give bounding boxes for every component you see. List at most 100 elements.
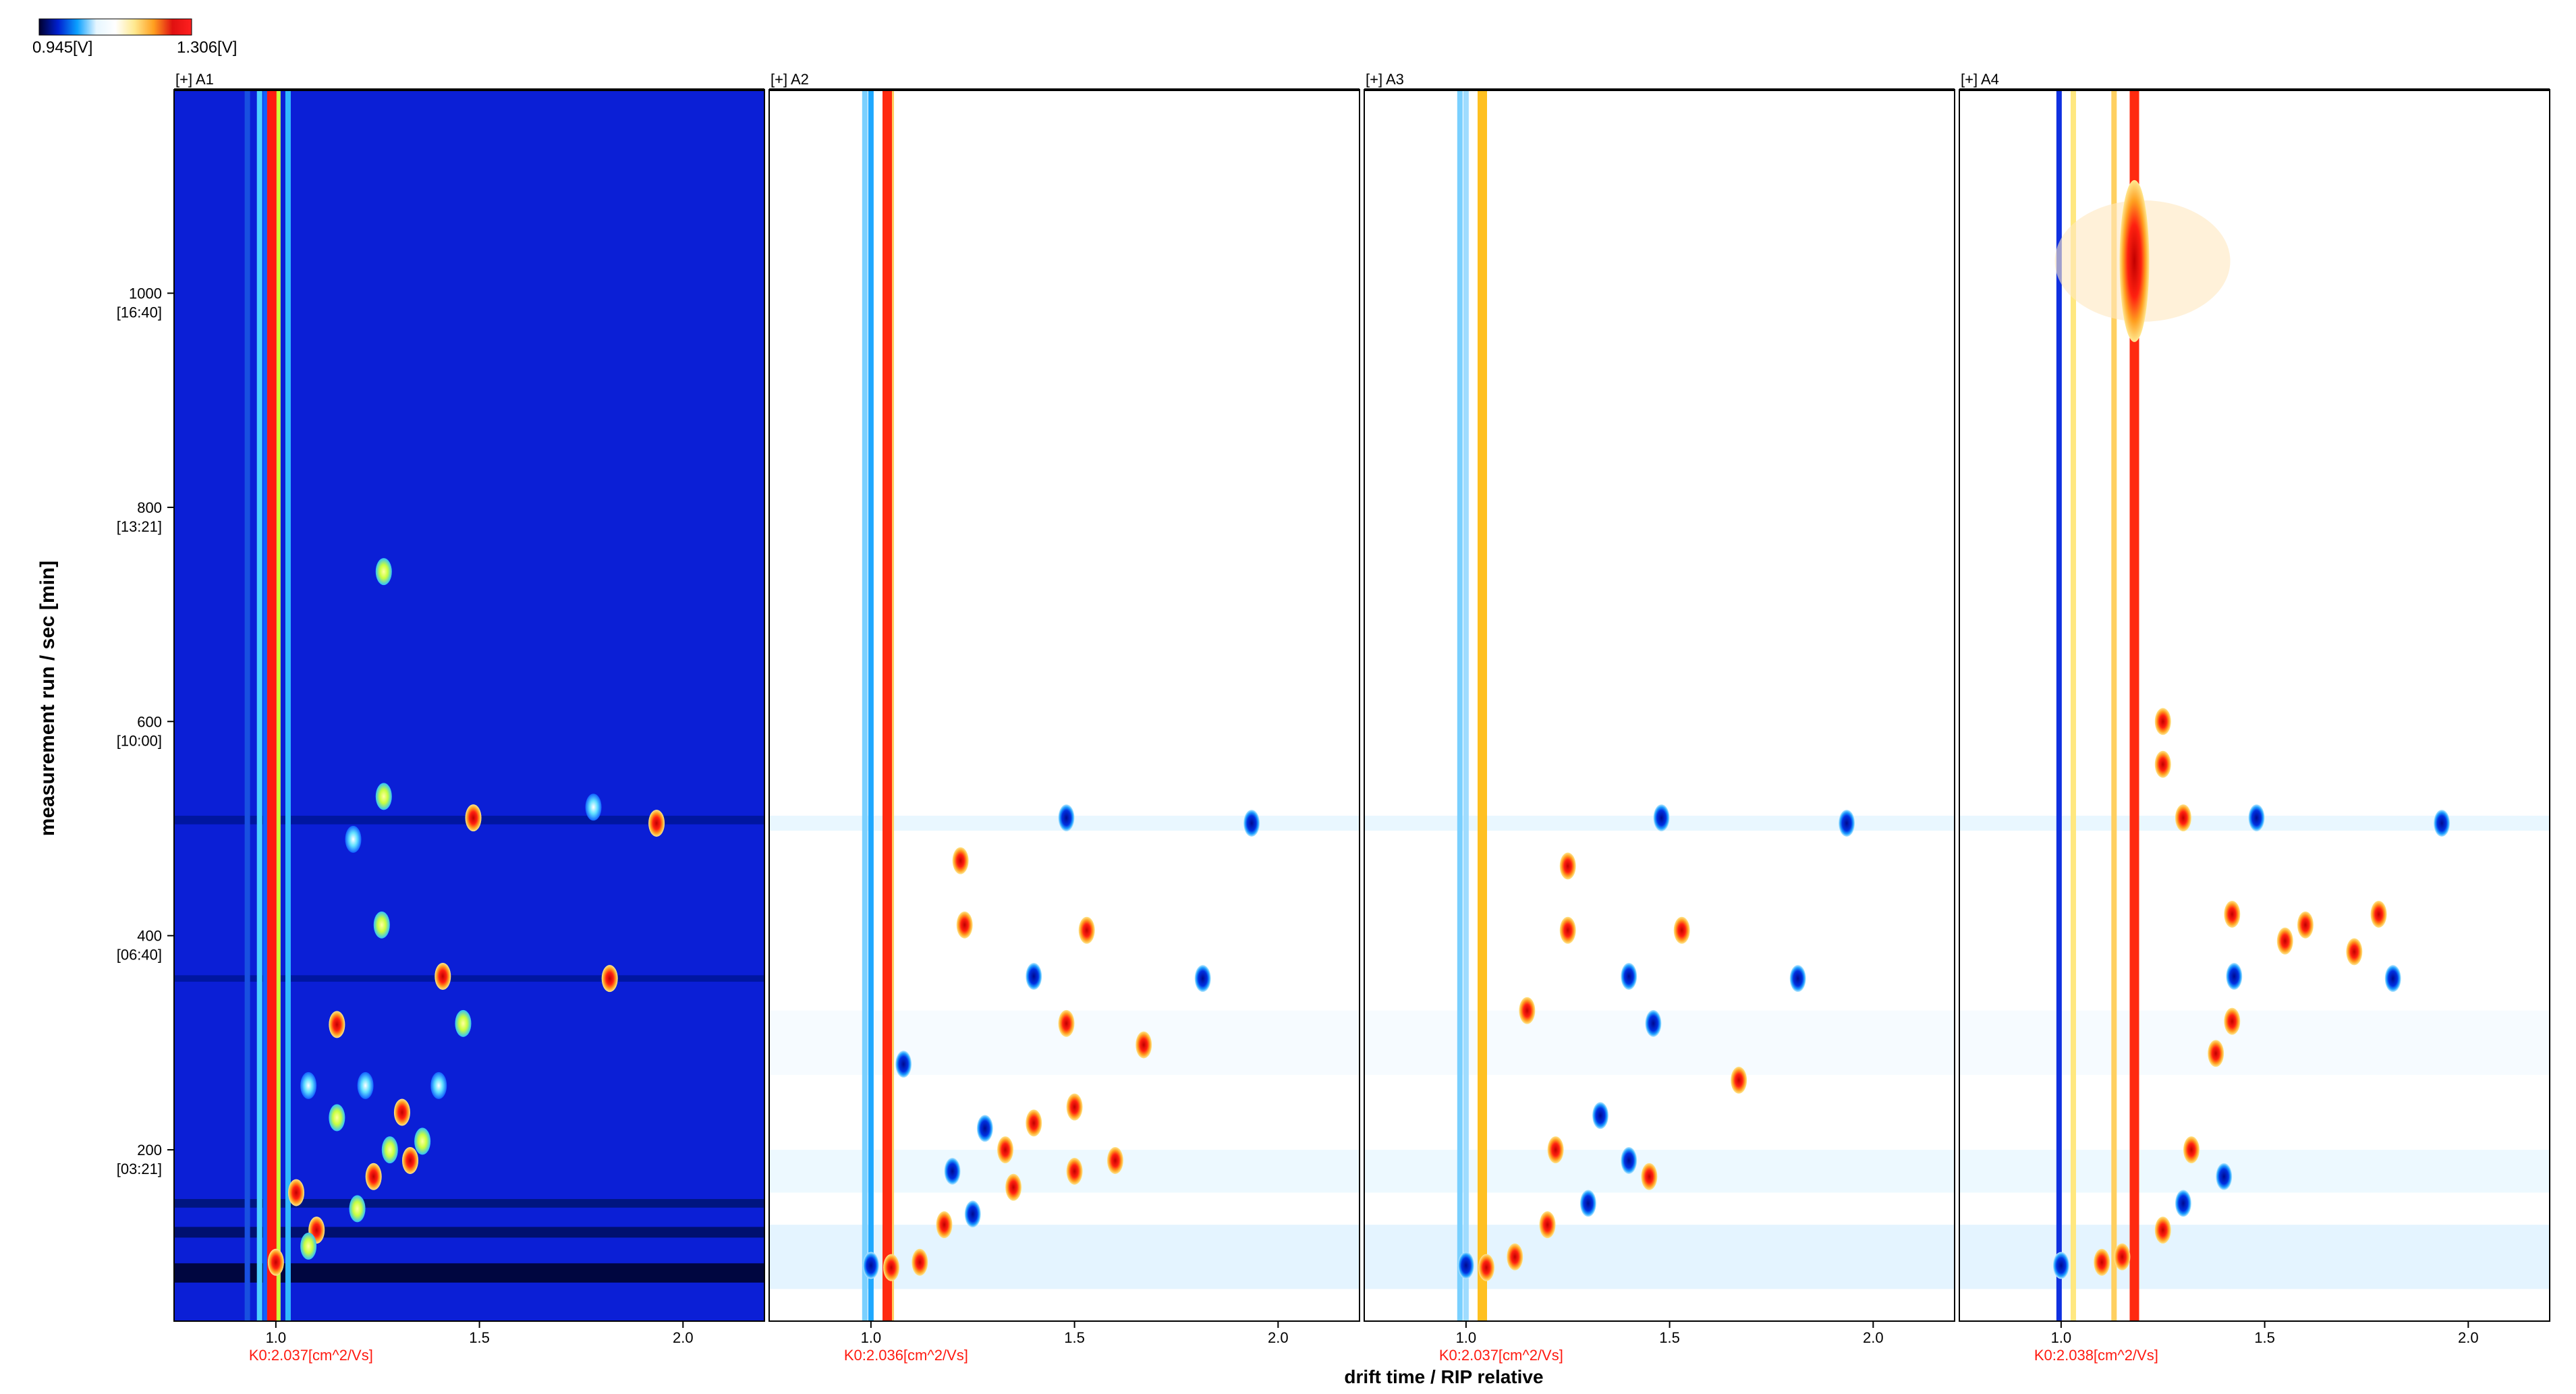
rip-line <box>267 90 277 1321</box>
panel-3: [+] A3 1.0 1.5 2.0 K0:2.037[cm^2/Vs] <box>1364 71 1955 1364</box>
peak-spot <box>2154 1217 2171 1244</box>
x-tick-label: 1.5 <box>469 1329 490 1346</box>
peak-spot <box>1107 1146 1123 1174</box>
peak-spot <box>381 1136 398 1164</box>
band <box>174 975 764 982</box>
peak-spot <box>2154 750 2171 778</box>
drift-line <box>275 90 281 1321</box>
peak-spot <box>952 847 969 874</box>
peak-spot <box>402 1146 418 1174</box>
drift-line <box>2070 90 2076 1321</box>
band <box>174 1263 764 1283</box>
y-tick-label: 1000 <box>129 285 162 302</box>
peak-spot <box>455 1009 472 1037</box>
peak-spot <box>1641 1163 1658 1190</box>
y-tick-sublabel: [10:00] <box>117 732 162 749</box>
peak-spot <box>1621 963 1637 990</box>
peak-spot <box>1194 965 1211 993</box>
peak-spot <box>2248 804 2265 832</box>
peak-spot <box>1653 804 1670 832</box>
peak-spot <box>373 911 390 939</box>
colorbar: 0.945[V] 1.306[V] <box>32 18 237 57</box>
panel-2: [+] A2 1.0 1.5 2.0 K0:2.036[cm^2/Vs] <box>768 71 1360 1364</box>
band <box>174 1227 764 1238</box>
y-tick-sublabel: [13:21] <box>117 518 162 535</box>
peak-spot <box>1621 1146 1637 1174</box>
x-tick-label: 2.0 <box>673 1329 694 1346</box>
peak-spot <box>2297 911 2314 939</box>
peak-spot <box>1058 804 1075 832</box>
x-tick-label: 2.0 <box>1863 1329 1884 1346</box>
peak-spot <box>964 1200 981 1228</box>
peak-spot <box>300 1071 317 1099</box>
y-tick-label: 800 <box>137 499 162 516</box>
peak-spot <box>465 804 482 832</box>
peak-spot <box>862 1252 879 1279</box>
drift-line <box>285 90 291 1321</box>
peak-spot <box>1243 810 1260 837</box>
band <box>1364 1225 1955 1289</box>
peak-spot <box>345 825 362 853</box>
peak-spot <box>2434 810 2451 837</box>
drift-line <box>1457 90 1463 1321</box>
peak-spot <box>2183 1136 2200 1164</box>
peak-spot <box>1066 1093 1083 1121</box>
x-tick-label: 1.5 <box>1064 1329 1085 1346</box>
colorbar-max-label: 1.306[V] <box>177 38 237 57</box>
peak-spot <box>1789 965 1806 993</box>
drift-line <box>862 90 868 1321</box>
peak-spot <box>1136 1031 1152 1059</box>
peak-spot <box>2224 1007 2241 1035</box>
peak-spot <box>1026 1109 1042 1137</box>
x-tick-label: 1.0 <box>2051 1329 2072 1346</box>
peak-spot <box>1026 963 1042 990</box>
peak-spot <box>2226 963 2243 990</box>
k0-label: K0:2.037[cm^2/Vs] <box>1439 1347 1563 1364</box>
panel-title: [+] A2 <box>771 71 809 88</box>
band <box>1364 1150 1955 1193</box>
peak-spot <box>1457 1252 1474 1279</box>
x-tick-label: 1.0 <box>861 1329 882 1346</box>
large-spot <box>2119 179 2150 342</box>
peak-spot <box>1539 1211 1556 1239</box>
peak-spot <box>414 1127 431 1155</box>
peak-spot <box>365 1163 382 1190</box>
peak-spot <box>1478 1254 1495 1281</box>
peak-spot <box>601 965 618 993</box>
panel-background <box>1959 90 2550 1321</box>
peak-spot <box>1519 997 1536 1024</box>
panel-background <box>174 90 764 1321</box>
y-tick-label: 400 <box>137 928 162 945</box>
x-axis-label: drift time / RIP relative <box>1344 1366 1543 1387</box>
peak-spot <box>2370 900 2387 928</box>
peak-spot <box>1005 1173 1022 1201</box>
k0-label: K0:2.038[cm^2/Vs] <box>2034 1347 2158 1364</box>
peak-spot <box>912 1248 928 1276</box>
peak-spot <box>1058 1009 1075 1037</box>
peak-spot <box>1078 916 1095 944</box>
band <box>174 1199 764 1208</box>
peak-spot <box>2094 1248 2110 1276</box>
colorbar-gradient <box>38 18 192 36</box>
peak-spot <box>267 1248 284 1276</box>
rip-line <box>2129 90 2139 1321</box>
peak-spot <box>1839 810 1855 837</box>
peak-spot <box>976 1115 993 1142</box>
peak-spot <box>375 558 392 586</box>
peak-spot <box>2114 1243 2131 1271</box>
peak-spot <box>1547 1136 1564 1164</box>
peak-spot <box>357 1071 374 1099</box>
x-tick-label: 1.5 <box>2254 1329 2275 1346</box>
peak-spot <box>1592 1102 1608 1130</box>
y-axis-label: measurement run / sec [min] <box>36 561 59 836</box>
peak-spot <box>2175 804 2191 832</box>
peak-spot <box>329 1104 345 1132</box>
band <box>769 1225 1360 1289</box>
peak-spot <box>2346 938 2363 966</box>
peak-spot <box>1559 916 1576 944</box>
peak-spot <box>2216 1163 2233 1190</box>
panels: [+] A1 1.0 1.5 2.0 K0:2.037[cm^2/Vs] [+] A2 1.… <box>173 71 2550 1364</box>
panel-title: [+] A1 <box>175 71 214 88</box>
